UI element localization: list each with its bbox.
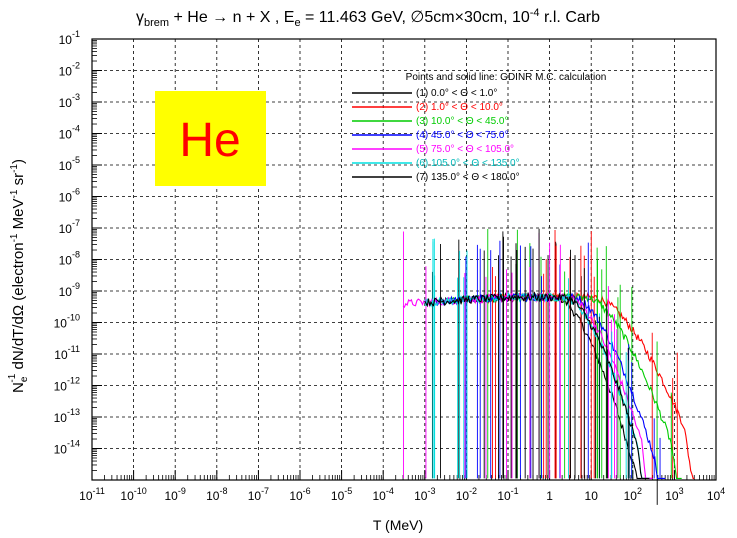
series-7 [424,228,650,479]
ylabel-n-sub: e [19,376,30,382]
title-part2-sup: -4 [530,7,540,19]
series-layer [402,228,695,505]
x-tick-label: 10-11 [79,486,105,503]
x-tick-label: 10-3 [414,486,435,503]
y-tick-label: 10-1 [59,29,80,47]
ylabel-b: MeV [10,198,27,233]
x-tick-label: 10-4 [373,486,394,503]
legend-entry: (4) 45.0° < Θ < 75.0° [416,130,509,141]
x-tick-label: 10-6 [289,486,310,503]
ylabel-d: ) [10,159,27,164]
y-tick-label: 10-7 [59,218,80,236]
y-tick-label: 10-4 [59,124,80,142]
x-tick-label: 102 [624,486,642,503]
x-tick-label: 10-1 [497,486,518,503]
x-tick-label: 10-5 [331,486,352,503]
y-tick-label: 10-13 [54,407,80,425]
legend-entry: (2) 1.0° < Θ < 10.0° [416,102,503,113]
x-tick-label: 1 [546,489,553,503]
title-part1: + He → n + X , E [169,9,294,26]
ylabel-c-sup: -1 [9,164,20,173]
y-tick-label: 10-6 [59,187,80,205]
ylabel-c: sr [10,173,27,190]
x-tick-label: 104 [707,486,725,503]
y-tick-label: 10-2 [59,61,80,79]
title-gamma-sub: brem [144,17,169,29]
legend-entry: (1) 0.0° < Θ < 1.0° [416,88,497,99]
y-tick-label: 10-9 [59,281,80,299]
x-tick-label: 10-7 [248,486,269,503]
x-tick-label: 10-8 [206,486,227,503]
x-tick-label: 10-9 [165,486,186,503]
x-tick-label: 10 [585,489,599,503]
ylabel-n: N [10,382,27,393]
x-tick-labels: 10-11 10-10 10-9 10-8 10-7 10-6 10-5 10-4 10-3 10… [79,486,725,503]
legend: Points and solid line: GDINR M.C. calcul… [352,72,606,183]
chart-title: γbrem + He → n + X , Ee = 11.463 GeV, ∅5… [136,7,600,29]
y-tick-label: 10-8 [59,250,80,268]
ylabel-a-sup: -1 [9,233,20,242]
legend-entry: (3) 10.0° < Θ < 45.0° [416,116,509,127]
ylabel-n-sup: -1 [7,373,18,382]
x-tick-label: 10-2 [456,486,477,503]
x-axis-label: T (MeV) [373,517,423,533]
title-part2: = 11.463 GeV, ∅5cm×30cm, 10 [301,9,530,26]
y-tick-label: 10-14 [54,439,80,457]
he-label-text: He [179,114,240,167]
he-label-box [155,91,266,186]
y-tick-label: 10-3 [59,92,80,110]
legend-entry: (6) 105.0° < Θ < 135.0° [416,158,520,169]
y-tick-labels: 10-1 10-2 10-3 10-4 10-5 10-6 10-7 10-8 10-9 10-1… [54,29,80,457]
legend-entry: (5) 75.0° < Θ < 105.0° [416,144,514,155]
x-tick-label: 10-10 [120,486,146,503]
y-tick-label: 10-12 [54,376,80,394]
y-tick-label: 10-10 [54,313,80,331]
series-line [424,291,650,479]
y-tick-label: 10-11 [54,344,80,362]
legend-header: Points and solid line: GDINR M.C. calcul… [406,72,607,83]
x-tick-label: 103 [665,486,683,503]
title-part3: r.l. Carb [540,9,601,26]
legend-entry: (7) 135.0° < Θ < 180.0° [416,172,520,183]
y-tick-label: 10-5 [59,155,80,173]
ylabel-b-sup: -1 [9,189,20,198]
ylabel-a: dN/dT/dΩ (electron [10,242,27,373]
title-gamma: γ [136,9,144,26]
svg-text:Ne-1 dN/dT/dΩ (electron-1 MeV: Ne-1 dN/dT/dΩ (electron-1 MeV-1 sr-1) [7,159,30,393]
y-axis-label: Ne-1 dN/dT/dΩ (electron-1 MeV-1 sr-1) [7,159,30,393]
title-e-sub: e [294,17,300,29]
